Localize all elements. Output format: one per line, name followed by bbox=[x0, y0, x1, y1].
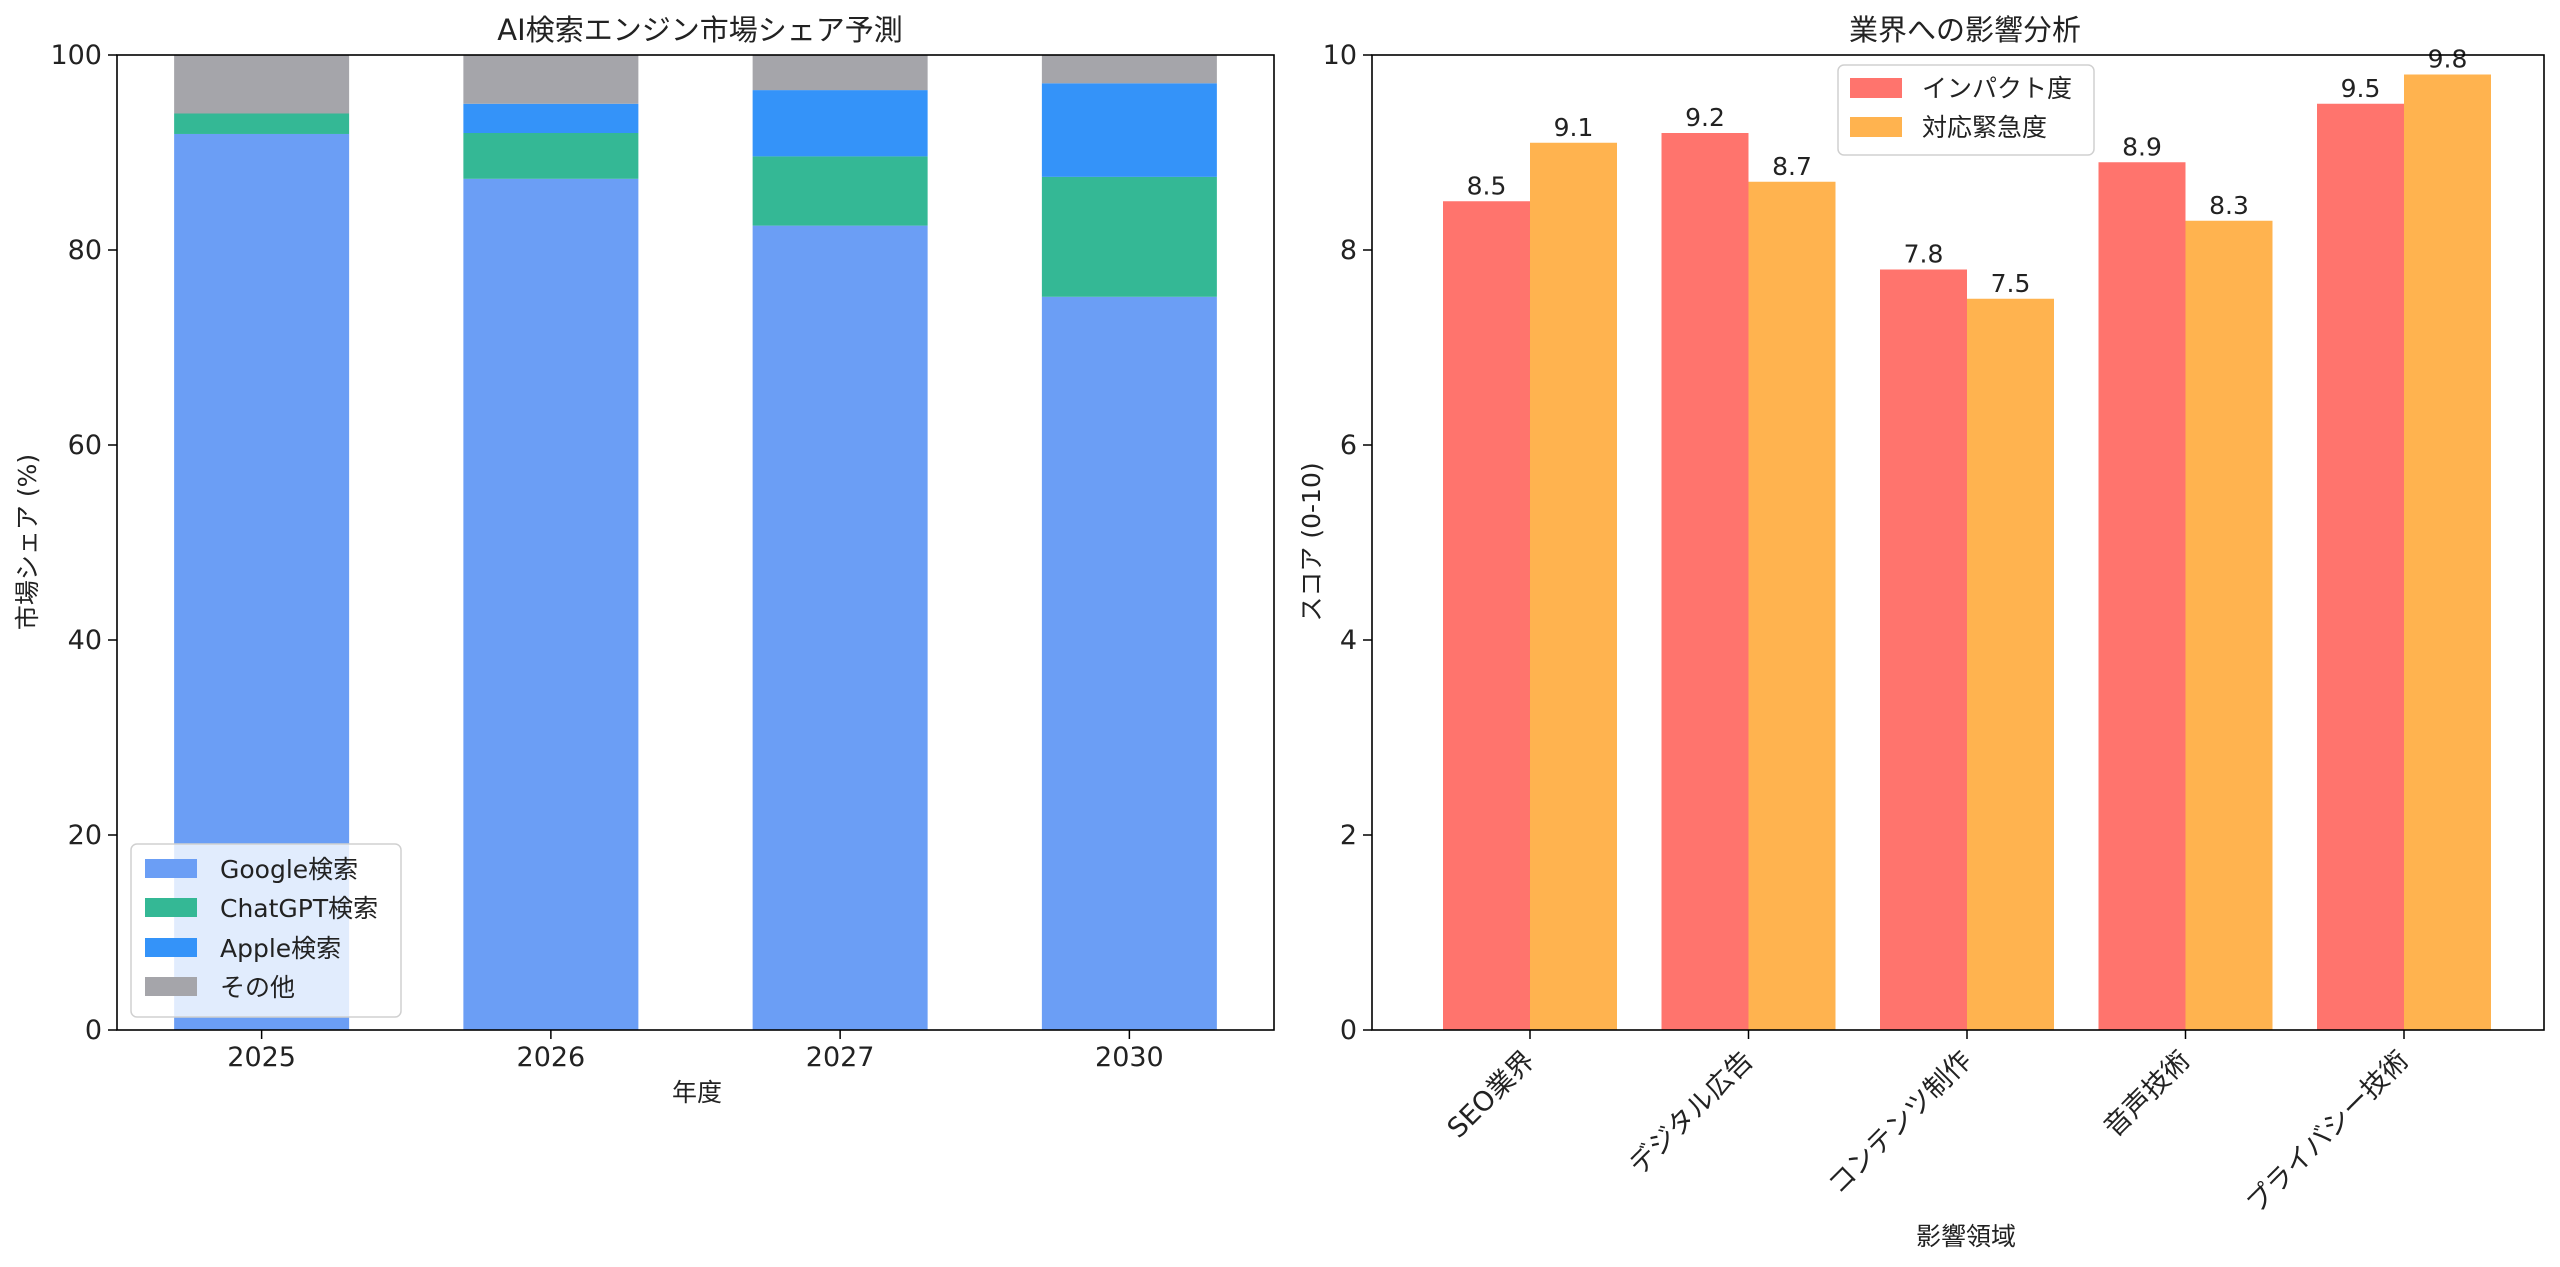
y-tick-label: 8 bbox=[1340, 235, 1357, 266]
bar bbox=[2317, 103, 2404, 1030]
x-tick-label: コンテンツ制作 bbox=[1822, 1045, 1978, 1201]
x-tick-label: SEO業界 bbox=[1442, 1045, 1541, 1144]
bar bbox=[1443, 201, 1530, 1030]
bar-segment bbox=[1041, 83, 1217, 177]
data-label: 8.3 bbox=[2209, 191, 2249, 220]
bar-segment bbox=[752, 225, 928, 1030]
bar-segment bbox=[1041, 296, 1217, 1030]
x-axis: SEO業界 デジタル広告 コンテンツ制作 音声技術 プライバシー技術 bbox=[1442, 1030, 2415, 1219]
legend-swatch bbox=[1850, 78, 1902, 98]
bar-segment bbox=[1041, 176, 1217, 297]
x-tick-label: 2026 bbox=[517, 1042, 586, 1073]
bars-layer bbox=[174, 55, 1217, 1031]
legend-label: ChatGPT検索 bbox=[220, 894, 378, 923]
legend-label: インパクト度 bbox=[1922, 74, 2072, 103]
legend-swatch bbox=[145, 898, 197, 917]
bar bbox=[1967, 298, 2054, 1030]
legend-label: Apple検索 bbox=[220, 934, 341, 963]
data-label: 7.5 bbox=[1991, 269, 2031, 298]
bar-segment bbox=[463, 103, 639, 133]
bar-segment bbox=[1041, 55, 1217, 84]
y-tick-label: 6 bbox=[1340, 430, 1357, 461]
y-tick-label: 2 bbox=[1340, 820, 1357, 851]
plot-frame bbox=[1371, 54, 2545, 1031]
y-axis-title: 市場シェア (%) bbox=[13, 454, 42, 630]
data-label: 8.9 bbox=[2122, 132, 2162, 161]
legend-label: 対応緊急度 bbox=[1922, 113, 2047, 142]
bar bbox=[2404, 74, 2491, 1030]
legend-swatch bbox=[145, 977, 197, 996]
bar-segment bbox=[463, 55, 639, 104]
x-tick-label: 2030 bbox=[1095, 1042, 1164, 1073]
bar-segment bbox=[174, 113, 350, 134]
legend-box bbox=[130, 843, 402, 1018]
data-label: 7.8 bbox=[1904, 240, 1944, 269]
x-axis-title: 影響領域 bbox=[1916, 1222, 2016, 1251]
y-axis: 0 20 40 60 80 100 bbox=[50, 40, 117, 1046]
legend-label: Google検索 bbox=[220, 855, 358, 884]
y-tick-label: 60 bbox=[68, 430, 102, 461]
bar bbox=[1530, 142, 1617, 1030]
bar-segment bbox=[752, 55, 928, 91]
legend: Google検索 ChatGPT検索 Apple検索 その他 bbox=[130, 843, 402, 1018]
bar-segment bbox=[463, 178, 639, 1030]
y-tick-label: 80 bbox=[68, 235, 102, 266]
y-axis: 0 2 4 6 8 10 bbox=[1323, 40, 1372, 1046]
bars-layer bbox=[1443, 74, 2491, 1030]
y-tick-label: 0 bbox=[85, 1015, 102, 1046]
y-tick-label: 10 bbox=[1323, 40, 1357, 71]
industry-impact-chart: 業界への影響分析 8.59.1 9.28.77.87.58.98.39.59.8 … bbox=[1297, 13, 2545, 1251]
y-tick-label: 20 bbox=[68, 820, 102, 851]
x-tick-label: 2027 bbox=[806, 1042, 875, 1073]
x-tick-label: 2025 bbox=[227, 1042, 296, 1073]
chart-title: 業界への影響分析 bbox=[1849, 13, 2081, 47]
bar bbox=[1748, 181, 1836, 1030]
x-axis: 2025 2026 2027 2030 bbox=[227, 1030, 1164, 1073]
bar-segment bbox=[463, 133, 639, 179]
data-label: 9.2 bbox=[1685, 103, 1725, 132]
legend-label: その他 bbox=[220, 973, 295, 1002]
data-label: 8.5 bbox=[1467, 171, 1507, 200]
data-labels: 8.5 9.1 9.2 8.7 7.8 7.5 8.9 8.3 9.5 9.8 bbox=[1467, 45, 2468, 298]
y-tick-label: 100 bbox=[50, 40, 102, 71]
bar bbox=[1880, 269, 1967, 1030]
y-tick-label: 4 bbox=[1340, 625, 1357, 656]
y-tick-label: 40 bbox=[68, 625, 102, 656]
y-axis-title: スコア (0-10) bbox=[1297, 462, 1326, 621]
bar bbox=[2185, 220, 2273, 1030]
x-tick-label: デジタル広告 bbox=[1623, 1045, 1759, 1181]
y-tick-label: 0 bbox=[1340, 1015, 1357, 1046]
data-label: 9.5 bbox=[2341, 74, 2381, 103]
legend-swatch bbox=[145, 859, 197, 878]
data-label: 9.1 bbox=[1554, 113, 1594, 142]
bar-segment bbox=[174, 55, 350, 114]
bar bbox=[1661, 133, 1749, 1030]
bar-segment bbox=[752, 90, 928, 157]
x-tick-label: 音声技術 bbox=[2098, 1045, 2196, 1143]
legend-swatch bbox=[1850, 117, 1902, 137]
chart-title: AI検索エンジン市場シェア予測 bbox=[497, 13, 902, 47]
plot-frame bbox=[116, 54, 1275, 1031]
data-label: 8.7 bbox=[1772, 152, 1812, 181]
bar bbox=[2098, 162, 2186, 1030]
data-label: 9.8 bbox=[2428, 45, 2468, 74]
legend: インパクト度 対応緊急度 bbox=[1837, 64, 2095, 156]
bar-segment bbox=[752, 156, 928, 226]
x-axis-title: 年度 bbox=[672, 1078, 722, 1107]
legend-swatch bbox=[145, 938, 197, 957]
x-tick-label: プライバシー技術 bbox=[2241, 1045, 2415, 1219]
